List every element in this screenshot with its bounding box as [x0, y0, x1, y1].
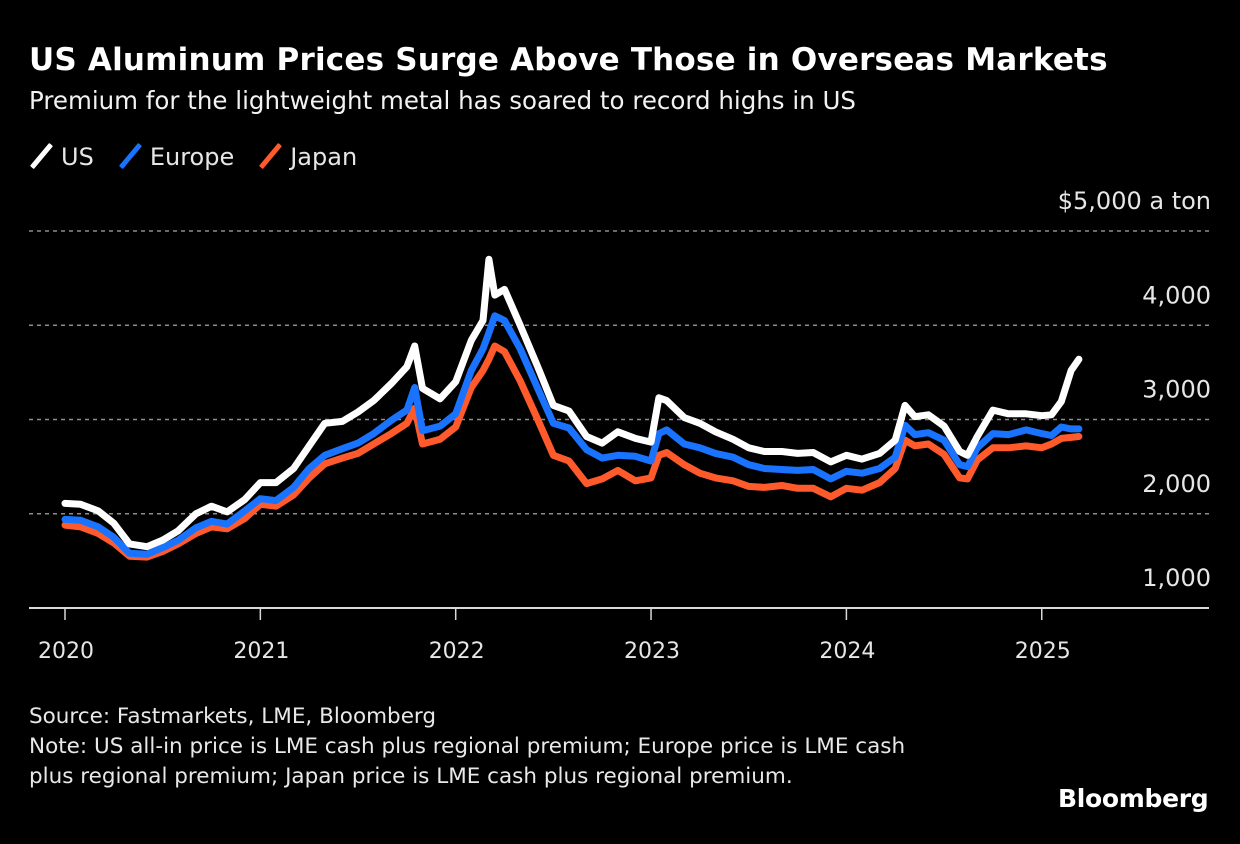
x-tick-label: 2021 [233, 639, 289, 664]
chart-subtitle: Premium for the lightweight metal has so… [29, 86, 856, 115]
y-tick-label: 1,000 [1142, 564, 1211, 592]
y-tick-label: 3,000 [1142, 376, 1211, 404]
footer-notes: Source: Fastmarkets, LME, Bloomberg Note… [29, 702, 909, 792]
series-lines [61, 255, 1083, 561]
x-axis: 2020 2021 2022 2023 2024 2025 [29, 607, 1209, 664]
x-tick-label: 2020 [38, 639, 94, 664]
x-tick-label: 2023 [624, 639, 680, 664]
series-line-europe [61, 312, 1083, 558]
x-tick-label: 2022 [429, 639, 485, 664]
y-axis-labels: $5,000 a ton 4,000 3,000 2,000 1,000 [1058, 187, 1211, 592]
legend-item-japan: Japan [258, 142, 357, 172]
series-line-japan [61, 342, 1083, 561]
chart-title: US Aluminum Prices Surge Above Those in … [29, 42, 1108, 78]
y-tick-label: 4,000 [1142, 281, 1211, 309]
legend-item-us: US [29, 142, 94, 172]
series-line-us [61, 255, 1083, 551]
y-tick-label: $5,000 a ton [1058, 187, 1211, 215]
legend: US Europe Japan [29, 142, 381, 172]
x-tick-label: 2025 [1015, 639, 1071, 664]
legend-item-europe: Europe [118, 142, 234, 172]
bloomberg-logo: Bloomberg [1058, 784, 1209, 813]
y-tick-label: 2,000 [1142, 470, 1211, 498]
x-tick-label: 2024 [819, 639, 875, 664]
legend-label-japan: Japan [290, 143, 358, 171]
legend-label-us: US [61, 143, 94, 171]
legend-label-europe: Europe [149, 143, 235, 171]
note-text: Note: US all-in price is LME cash plus r… [29, 734, 906, 789]
source-text: Source: Fastmarkets, LME, Bloomberg [29, 704, 437, 729]
